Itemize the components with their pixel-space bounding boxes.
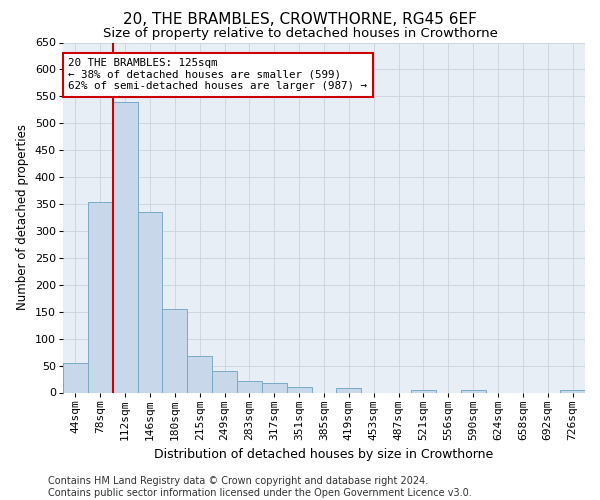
Text: Contains HM Land Registry data © Crown copyright and database right 2024.
Contai: Contains HM Land Registry data © Crown c… — [48, 476, 472, 498]
Y-axis label: Number of detached properties: Number of detached properties — [16, 124, 29, 310]
Bar — [212, 371, 237, 392]
Bar — [163, 309, 187, 392]
Bar — [411, 390, 436, 392]
Bar — [88, 202, 113, 392]
X-axis label: Distribution of detached houses by size in Crowthorne: Distribution of detached houses by size … — [154, 448, 494, 462]
Bar — [187, 356, 212, 393]
Bar — [137, 212, 163, 392]
Bar — [287, 387, 311, 392]
Bar — [113, 102, 137, 393]
Bar — [63, 363, 88, 392]
Bar — [337, 388, 361, 392]
Bar — [560, 390, 585, 392]
Text: 20, THE BRAMBLES, CROWTHORNE, RG45 6EF: 20, THE BRAMBLES, CROWTHORNE, RG45 6EF — [123, 12, 477, 28]
Bar — [262, 384, 287, 392]
Bar — [237, 380, 262, 392]
Text: 20 THE BRAMBLES: 125sqm
← 38% of detached houses are smaller (599)
62% of semi-d: 20 THE BRAMBLES: 125sqm ← 38% of detache… — [68, 58, 367, 92]
Text: Size of property relative to detached houses in Crowthorne: Size of property relative to detached ho… — [103, 28, 497, 40]
Bar — [461, 390, 485, 392]
